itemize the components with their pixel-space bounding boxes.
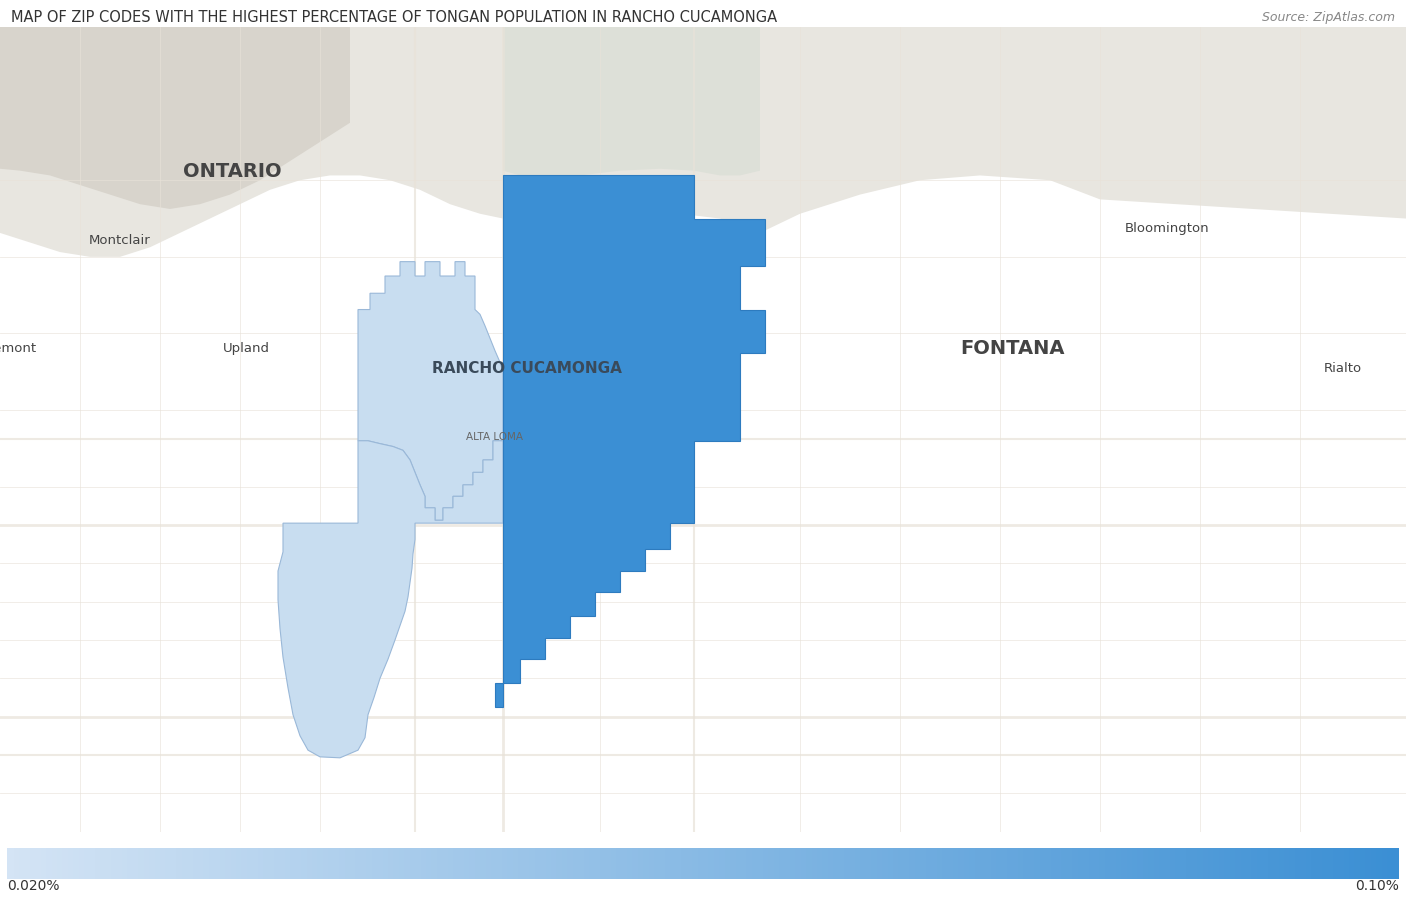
Text: ALTA LOMA: ALTA LOMA	[467, 432, 523, 442]
Text: Bloomington: Bloomington	[1125, 222, 1209, 235]
Text: Upland: Upland	[222, 343, 270, 355]
Text: 0.10%: 0.10%	[1355, 879, 1399, 893]
Polygon shape	[0, 27, 350, 209]
Text: RANCHO CUCAMONGA: RANCHO CUCAMONGA	[432, 361, 623, 377]
Polygon shape	[359, 262, 503, 521]
Text: FONTANA: FONTANA	[960, 339, 1064, 359]
Text: ONTARIO: ONTARIO	[183, 163, 281, 182]
Text: Montclair: Montclair	[89, 234, 150, 246]
Text: laremont: laremont	[0, 343, 37, 355]
Polygon shape	[278, 441, 503, 758]
Text: Rialto: Rialto	[1323, 362, 1362, 376]
Text: MAP OF ZIP CODES WITH THE HIGHEST PERCENTAGE OF TONGAN POPULATION IN RANCHO CUCA: MAP OF ZIP CODES WITH THE HIGHEST PERCEN…	[11, 10, 778, 25]
Text: 0.020%: 0.020%	[7, 879, 59, 893]
Polygon shape	[495, 175, 765, 707]
Text: Source: ZipAtlas.com: Source: ZipAtlas.com	[1261, 11, 1395, 23]
Polygon shape	[503, 27, 761, 178]
Polygon shape	[0, 27, 1406, 257]
